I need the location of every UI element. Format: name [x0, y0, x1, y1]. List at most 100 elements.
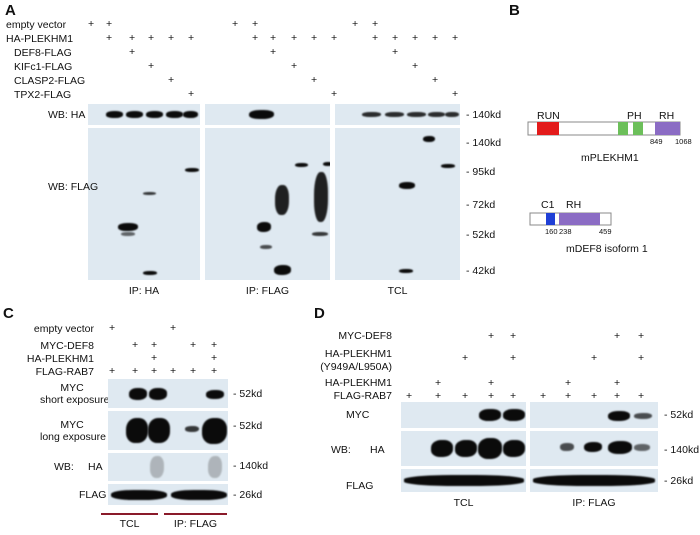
mw-c-26: - 26kd [233, 489, 263, 501]
c-plus-r3-c1: + [132, 365, 139, 377]
mw-a-ha-140: - 140kd [466, 109, 502, 121]
c1-domain [546, 213, 555, 225]
d-plus-r4-c9: + [638, 390, 645, 402]
pos-1068: 1068 [675, 137, 692, 146]
a-plus-r1-c8: + [252, 32, 259, 44]
c-plus-r0-c4: + [170, 322, 177, 334]
def8-name: mDEF8 isoform 1 [566, 243, 648, 255]
d-plus-r4-c4: + [510, 390, 517, 402]
a-plus-r1-c15: + [372, 32, 379, 44]
c-lane-group-ip-flag: IP: FLAG [173, 518, 218, 530]
c-plus-r3-c2: + [151, 365, 158, 377]
blot-a-ha-ip-flag [205, 104, 330, 125]
c-wb-label: WB: [54, 461, 74, 473]
a-plus-r3-c10: + [291, 60, 298, 72]
c-lane-group-tcl: TCL [119, 518, 140, 530]
rh-domain-plekhm1 [655, 122, 680, 135]
rh-domain-def8 [559, 213, 600, 225]
c-plus-r3-c4: + [170, 365, 177, 377]
c-blot-label-flag: FLAG [79, 489, 107, 501]
ph-domain-2 [633, 122, 643, 135]
wb-ha-label: WB: HA [48, 109, 86, 121]
c-plus-r1-c1: + [132, 339, 139, 351]
mw-c-52-long: - 52kd [233, 420, 263, 432]
c-row-label-flag-rab7: FLAG-RAB7 [35, 366, 94, 378]
d-plus-r4-c6: + [565, 390, 572, 402]
pos-160: 160 [545, 227, 558, 236]
a-plus-r4-c4: + [168, 74, 175, 86]
a-plus-r0-c0: + [88, 18, 95, 30]
d-blot-label-myc: MYC [346, 409, 370, 421]
a-plus-r0-c15: + [372, 18, 379, 30]
blot-c-myc-short [108, 379, 228, 408]
pos-459: 459 [599, 227, 612, 236]
a-plus-r1-c1: + [106, 32, 113, 44]
a-plus-r1-c10: + [291, 32, 298, 44]
a-plus-r4-c18: + [432, 74, 439, 86]
plekhm1-diagram [527, 121, 681, 136]
a-plus-r1-c18: + [432, 32, 439, 44]
label-rh-plekhm1: RH [659, 110, 675, 122]
row-label-def8-flag: DEF8-FLAG [14, 47, 72, 59]
c-blot-label-myc-long: MYC long exposure [40, 419, 106, 443]
d-plus-r3-c1: + [435, 377, 442, 389]
blot-d-flag-tcl [401, 469, 526, 492]
d-plus-r4-c5: + [540, 390, 547, 402]
d-plus-r1-c4: + [510, 352, 517, 364]
mw-d-140: - 140kd [664, 444, 700, 456]
d-plus-r4-c7: + [591, 390, 598, 402]
d-plus-r0-c3: + [488, 330, 495, 342]
c-blot-label-ha: HA [88, 461, 103, 473]
blot-d-ha-ip [530, 431, 658, 466]
a-plus-r1-c5: + [188, 32, 195, 44]
c-row-label-empty-vector: empty vector [33, 323, 94, 335]
d-wb-label: WB: [331, 444, 351, 456]
a-plus-r0-c8: + [252, 18, 259, 30]
c-plus-r3-c0: + [109, 365, 116, 377]
a-plus-r3-c3: + [148, 60, 155, 72]
c-plus-r1-c2: + [151, 339, 158, 351]
panel-label-d: D [314, 305, 325, 322]
run-domain [537, 122, 559, 135]
row-label-tpx2-flag: TPX2-FLAG [14, 89, 72, 101]
a-plus-r0-c14: + [352, 18, 359, 30]
d-row-label-ha-plekhm1-mut: HA-PLEKHM1 [324, 348, 392, 360]
blot-d-myc-ip [530, 402, 658, 428]
blot-d-ha-tcl [401, 431, 526, 466]
panel-label-b: B [509, 2, 520, 19]
c-row-label-ha-plekhm1: HA-PLEKHM1 [26, 353, 94, 365]
label-c1: C1 [541, 199, 555, 211]
blot-a-ha-tcl [335, 104, 460, 125]
a-plus-r1-c19: + [452, 32, 459, 44]
blot-d-flag-ip [530, 469, 658, 492]
blot-c-myc-long [108, 411, 228, 450]
row-label-ha-plekhm1: HA-PLEKHM1 [6, 33, 74, 45]
d-plus-r0-c9: + [638, 330, 645, 342]
blot-c-flag [108, 484, 228, 505]
mw-a-140: - 140kd [466, 137, 502, 149]
d-row-label-ha-plekhm1: HA-PLEKHM1 [324, 377, 392, 389]
c-blot-label-myc-short: MYC short exposure [40, 382, 110, 406]
panel-label-a: A [5, 2, 16, 19]
row-label-clasp2-flag: CLASP2-FLAG [14, 75, 86, 87]
domain-diagrams [527, 121, 681, 226]
label-run: RUN [537, 110, 560, 122]
def8-diagram [529, 212, 612, 226]
a-plus-r1-c12: + [331, 32, 338, 44]
a-plus-r5-c19: + [452, 88, 459, 100]
d-row-label-mutation: (Y949A/L950A) [320, 361, 392, 373]
c-plus-r3-c6: + [211, 365, 218, 377]
a-plus-r2-c9: + [270, 46, 277, 58]
d-blot-label-flag: FLAG [346, 480, 374, 492]
mw-d-26: - 26kd [664, 475, 694, 487]
blot-c-ha [108, 453, 228, 481]
a-plus-r5-c12: + [331, 88, 338, 100]
row-label-kifc1-flag: KIFc1-FLAG [14, 61, 73, 73]
wb-flag-label: WB: FLAG [48, 181, 99, 193]
mw-a-72: - 72kd [466, 199, 496, 211]
blot-a-flag-ip-flag [205, 128, 330, 280]
c-row-label-myc-def8: MYC-DEF8 [40, 340, 94, 352]
mw-c-140: - 140kd [233, 460, 269, 472]
a-plus-r2-c2: + [129, 46, 136, 58]
d-plus-r0-c4: + [510, 330, 517, 342]
